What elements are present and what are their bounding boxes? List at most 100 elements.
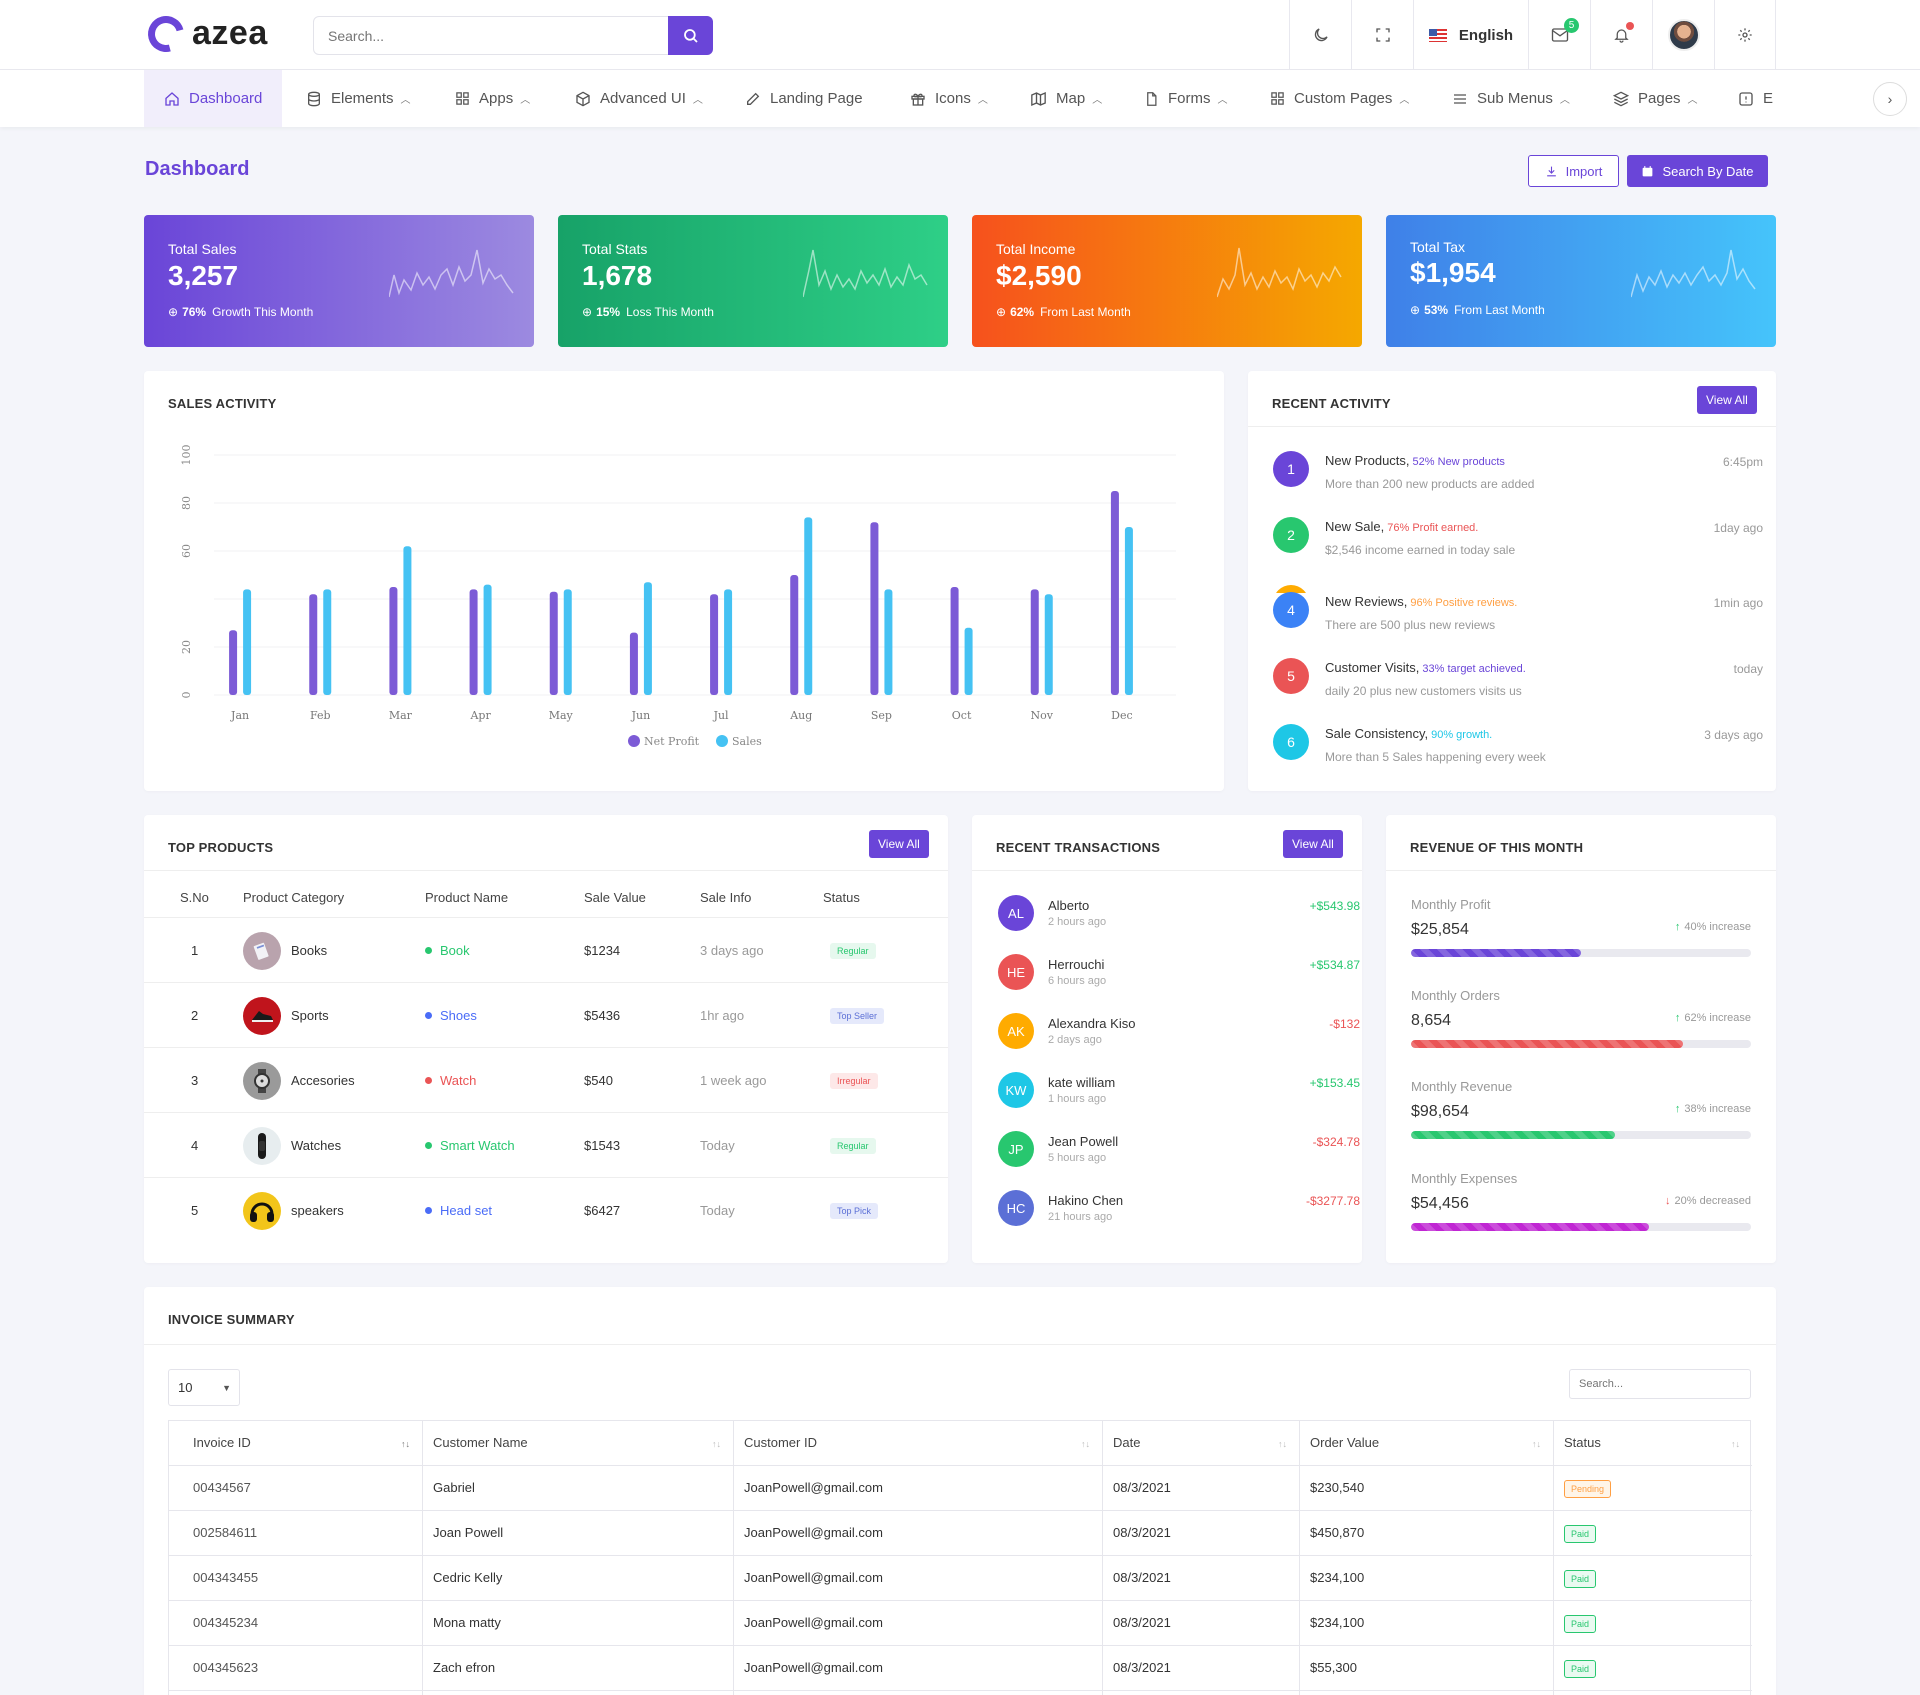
transaction-item[interactable]: AK Alexandra Kiso 2 days ago -$132: [998, 1013, 1360, 1063]
table-row[interactable]: 004345234 Mona matty JoanPowell@gmail.com 0…: [169, 1601, 1752, 1646]
column-header[interactable]: Invoice ID: [193, 1435, 251, 1450]
stat-value: 3,257: [168, 260, 239, 291]
nav-label: Landing Page: [770, 90, 863, 107]
table-row[interactable]: 2 Sports Shoes $5436 1hr ago Top Seller: [144, 982, 948, 1047]
transaction-item[interactable]: AL Alberto 2 hours ago +$543.98: [998, 895, 1360, 945]
search-button[interactable]: [668, 16, 713, 55]
theme-toggle-button[interactable]: [1289, 0, 1351, 70]
search-input[interactable]: [314, 17, 664, 54]
bar-net-profit: [229, 630, 238, 695]
search-by-date-button[interactable]: Search By Date: [1627, 155, 1768, 187]
invoice-search-input[interactable]: [1569, 1369, 1751, 1399]
column-header[interactable]: Customer ID: [744, 1435, 817, 1450]
fullscreen-button[interactable]: [1351, 0, 1413, 70]
table-row[interactable]: 004343455 Cedric Kelly JoanPowell@gmail.co…: [169, 1556, 1752, 1601]
sort-icon[interactable]: ↑↓: [1532, 1439, 1541, 1449]
avatar: HE: [998, 954, 1034, 990]
sale-value: $1543: [584, 1138, 621, 1153]
table-row[interactable]: 4 Watches Smart Watch $1543 Today Regula…: [144, 1112, 948, 1177]
column-header[interactable]: Status: [1564, 1435, 1601, 1450]
activity-number: 5: [1273, 658, 1309, 694]
table-row[interactable]: 00434567 Gabriel JoanPowell@gmail.com 08/3/…: [169, 1466, 1752, 1511]
sort-icon[interactable]: ↑↓: [712, 1439, 721, 1449]
nav-forms[interactable]: Forms ︿: [1144, 70, 1228, 127]
invoice-name: Mona matty: [433, 1615, 501, 1630]
nav-extra[interactable]: E: [1738, 70, 1773, 127]
mail-button[interactable]: 5: [1528, 0, 1590, 70]
chevron-up-icon: ︿: [1399, 95, 1410, 106]
column-header[interactable]: Date: [1113, 1435, 1141, 1450]
arrow-down-icon: ↓: [1665, 1195, 1671, 1207]
nav-sub-menus[interactable]: Sub Menus ︿: [1452, 70, 1570, 127]
caret-down-icon: ▼: [222, 1382, 231, 1393]
invoice-date: 08/3/2021: [1113, 1615, 1171, 1630]
table-row[interactable]: 5 speakers Head set $6427 Today Top Pick: [144, 1177, 948, 1242]
transaction-item[interactable]: HC Hakino Chen 21 hours ago -$3277.78: [998, 1190, 1360, 1240]
transaction-item[interactable]: HE Herrouchi 6 hours ago +$534.87: [998, 954, 1360, 1004]
product-category: speakers: [291, 1203, 344, 1218]
stat-note: Growth This Month: [212, 305, 314, 319]
bar-net-profit: [1030, 589, 1039, 695]
import-button[interactable]: Import: [1528, 155, 1619, 187]
nav-landing-page[interactable]: Landing Page: [745, 70, 863, 127]
bar-sales: [1124, 527, 1133, 695]
transaction-item[interactable]: JP Jean Powell 5 hours ago -$324.78: [998, 1131, 1360, 1181]
view-all-button[interactable]: View All: [1283, 830, 1343, 858]
activity-item: 1 New Products, 52% New products More tha…: [1273, 451, 1763, 511]
language-selector[interactable]: English: [1413, 0, 1528, 70]
activity-highlight: 90% growth.: [1431, 729, 1493, 741]
x-tick-label: Dec: [1111, 709, 1133, 722]
profile-button[interactable]: [1652, 0, 1714, 70]
bar-net-profit: [549, 591, 558, 695]
notifications-button[interactable]: [1590, 0, 1652, 70]
product-category: Books: [291, 943, 328, 958]
avatar: AL: [998, 895, 1034, 931]
mail-count-badge: 5: [1564, 18, 1579, 33]
app-logo[interactable]: azea: [141, 8, 268, 59]
nav-scroll-next-button[interactable]: ›: [1873, 82, 1907, 116]
column-divider: [1299, 1421, 1300, 1695]
nav-map[interactable]: Map ︿: [1030, 70, 1102, 127]
invoice-id: 002584611: [193, 1525, 258, 1540]
nav-dashboard[interactable]: Dashboard: [144, 70, 283, 127]
nav-apps[interactable]: Apps ︿: [455, 70, 530, 127]
bar-net-profit: [309, 594, 318, 695]
activity-item: 5 Customer Visits, 33% target achieved. d…: [1273, 658, 1763, 718]
nav-custom-pages[interactable]: Custom Pages ︿: [1270, 70, 1409, 127]
table-row[interactable]: 004345623 Zach efron JoanPowell@gmail.com 0…: [169, 1646, 1752, 1691]
transaction-amount: +$534.87: [1309, 958, 1360, 972]
nav-elements[interactable]: Elements ︿: [306, 70, 411, 127]
headset-image: [243, 1191, 281, 1230]
nav-icons[interactable]: Icons ︿: [910, 70, 988, 127]
column-header: Product Name: [425, 890, 509, 905]
row-number: 5: [191, 1203, 199, 1218]
nav-pages[interactable]: Pages ︿: [1613, 70, 1698, 127]
row-number: 1: [191, 943, 199, 958]
table-row[interactable]: 1 Books Book $1234 3 days ago Regular: [144, 917, 948, 982]
transaction-amount: +$543.98: [1309, 899, 1360, 913]
column-divider: [422, 1421, 423, 1695]
view-all-button[interactable]: View All: [869, 830, 929, 858]
table-row[interactable]: 3 Accesories Watch $540 1 week ago Irreg…: [144, 1047, 948, 1112]
sort-icon[interactable]: ↑↓: [1278, 1439, 1287, 1449]
sort-icon[interactable]: ↑↓: [401, 1439, 410, 1449]
progress-bar: [1411, 949, 1751, 957]
nav-advanced-ui[interactable]: Advanced UI ︿: [575, 70, 703, 127]
sort-icon[interactable]: ↑↓: [1731, 1439, 1740, 1449]
stat-note: From Last Month: [1454, 303, 1545, 317]
transaction-name: Jean Powell: [1048, 1134, 1119, 1149]
view-all-button[interactable]: View All: [1697, 386, 1757, 414]
invoice-date: 08/3/2021: [1113, 1570, 1171, 1585]
map-icon: [1031, 91, 1046, 106]
chevron-up-icon: ︿: [1217, 95, 1228, 106]
transaction-item[interactable]: KW kate william 1 hours ago +$153.45: [998, 1072, 1360, 1122]
column-header[interactable]: Order Value: [1310, 1435, 1380, 1450]
column-header[interactable]: Customer Name: [433, 1435, 528, 1450]
activity-highlight: 52% New products: [1412, 456, 1505, 468]
stat-card-total-stats: Total Stats 1,678 ⊕ 15% Loss This Month: [558, 215, 948, 347]
revenue-label: Monthly Revenue: [1411, 1079, 1513, 1094]
page-size-select[interactable]: 10 ▼: [168, 1369, 240, 1406]
sort-icon[interactable]: ↑↓: [1081, 1439, 1090, 1449]
table-row[interactable]: 002584611 Joan Powell JoanPowell@gmail.com…: [169, 1511, 1752, 1556]
settings-button[interactable]: [1714, 0, 1776, 70]
